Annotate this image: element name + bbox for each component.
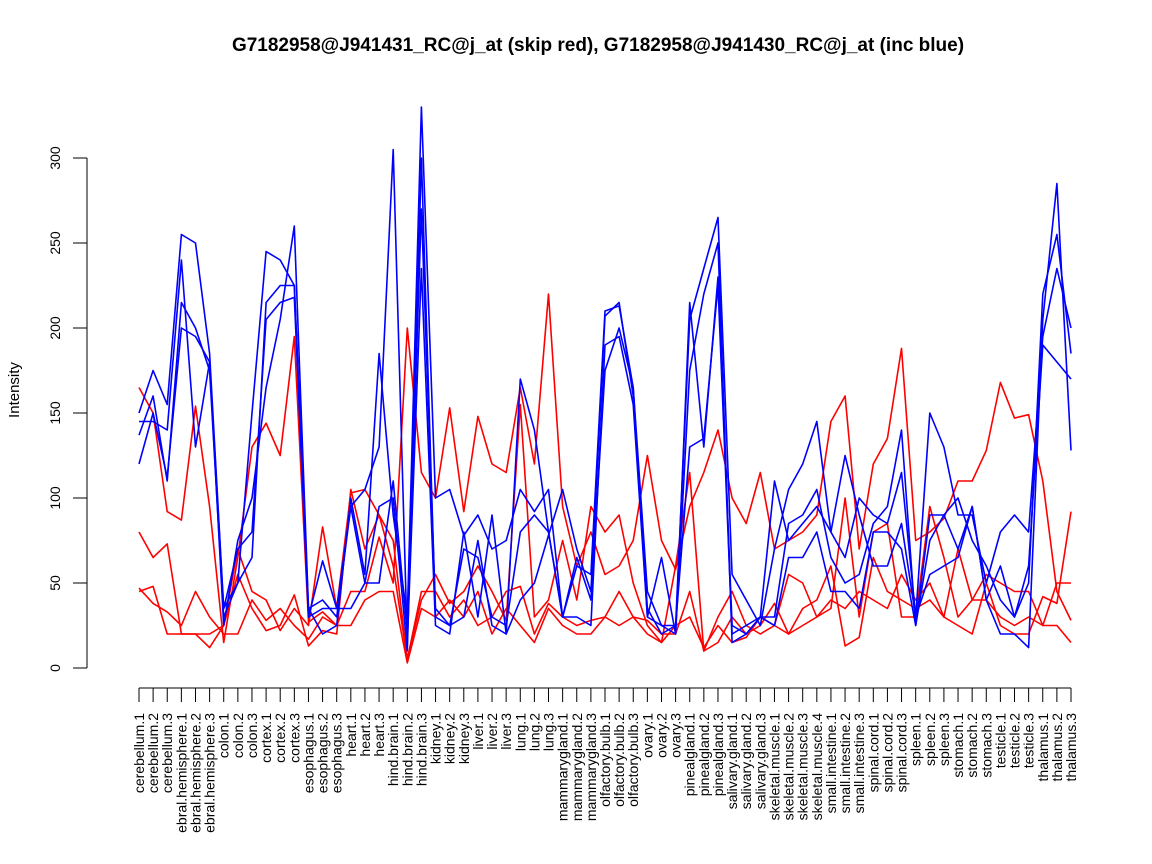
- x-tick-label: spleen.1: [908, 713, 924, 766]
- x-tick-label: thalamus.3: [1063, 713, 1079, 782]
- x-tick-label: hind.brain.3: [413, 713, 429, 786]
- x-tick-label: lung.3: [541, 713, 557, 751]
- x-tick-label: spinal.cord.2: [879, 713, 895, 793]
- y-tick-label: 0: [47, 664, 63, 672]
- x-tick-label: ebral.hemisphere.1: [173, 713, 189, 833]
- x-tick-label: small.intestine.3: [851, 713, 867, 814]
- x-tick-label: cerebellum.1: [131, 713, 147, 793]
- x-tick-label: skeletal.muscle.3: [795, 713, 811, 821]
- x-tick-label: testicle.1: [992, 713, 1008, 768]
- x-tick-label: ebral.hemisphere.3: [202, 713, 218, 833]
- x-tick-label: skeletal.muscle.2: [781, 713, 797, 821]
- x-tick-label: skeletal.muscle.1: [766, 713, 782, 821]
- x-tick-label: pinealgland.3: [710, 713, 726, 797]
- x-tick-label: colon.3: [244, 713, 260, 758]
- x-tick-label: heart.2: [357, 713, 373, 757]
- x-tick-label: colon.2: [230, 713, 246, 758]
- x-tick-label: small.intestine.1: [823, 713, 839, 814]
- x-tick-label: testicle.2: [1007, 713, 1023, 768]
- x-tick-label: heart.1: [343, 713, 359, 757]
- y-tick-label: 200: [47, 316, 63, 340]
- y-tick-label: 100: [47, 486, 63, 510]
- x-tick-label: cortex.1: [258, 713, 274, 763]
- x-tick-label: heart.3: [371, 713, 387, 757]
- x-tick-label: stomach.3: [978, 713, 994, 778]
- x-tick-label: testicle.3: [1021, 713, 1037, 768]
- x-tick-label: skeletal.muscle.4: [809, 713, 825, 821]
- x-tick-label: olfactory.bulb.3: [625, 713, 641, 807]
- y-tick-label: 150: [47, 401, 63, 425]
- x-tick-label: cerebellum.2: [145, 713, 161, 793]
- skip-series-line-1: [138, 293, 1072, 644]
- inc-series-line-8: [139, 106, 1072, 649]
- x-tick-label: liver.2: [484, 713, 500, 750]
- inc-series-line-6: [138, 157, 1072, 652]
- x-tick-label: liver.3: [498, 713, 514, 750]
- x-tick-label: ovary.1: [639, 713, 655, 758]
- x-tick-label: cortex.3: [286, 713, 302, 763]
- x-tick-label: esophagus.3: [329, 713, 345, 793]
- x-tick-label: spinal.cord.3: [894, 713, 910, 793]
- x-tick-label: kidney.1: [428, 713, 444, 764]
- x-tick-label: small.intestine.2: [837, 713, 853, 814]
- x-tick-label: liver.1: [470, 713, 486, 750]
- x-tick-label: kidney.3: [456, 713, 472, 764]
- skip-series-line-4: [138, 511, 1072, 664]
- y-axis-label: Intensity: [6, 362, 23, 418]
- x-tick-label: kidney.2: [442, 713, 458, 764]
- x-tick-label: esophagus.2: [315, 713, 331, 793]
- x-tick-label: salivary.gland.2: [738, 713, 754, 809]
- x-tick-label: salivary.gland.1: [724, 713, 740, 809]
- x-tick-label: thalamus.1: [1035, 713, 1051, 782]
- x-tick-label: pinealgland.1: [682, 713, 698, 797]
- y-tick-label: 50: [47, 575, 63, 591]
- x-tick-label: lung.1: [512, 713, 528, 751]
- series-layer: [138, 106, 1072, 664]
- x-tick-label: mammarygland.2: [569, 713, 585, 821]
- x-tick-label: hind.brain.1: [385, 713, 401, 786]
- x-tick-label: olfactory.bulb.2: [611, 713, 627, 807]
- x-tick-label: spleen.2: [922, 713, 938, 766]
- y-axis: 0 50 100 150 200 250 300: [47, 146, 88, 672]
- x-tick-label: stomach.2: [964, 713, 980, 778]
- x-tick-label: lung.2: [526, 713, 542, 751]
- x-tick-label: mammarygland.3: [583, 713, 599, 821]
- x-tick-label: colon.1: [216, 713, 232, 758]
- x-tick-label: olfactory.bulb.1: [597, 713, 613, 807]
- x-tick-label: spinal.cord.1: [865, 713, 881, 793]
- x-tick-label: thalamus.2: [1049, 713, 1065, 782]
- inc-series-line-5: [138, 208, 1072, 635]
- chart-title: G7182958@J941431_RC@j_at (skip red), G71…: [232, 35, 964, 56]
- skip-series-line-2: [138, 403, 1072, 661]
- x-tick-label: cortex.2: [272, 713, 288, 763]
- x-tick-label: mammarygland.1: [555, 713, 571, 821]
- x-tick-label: salivary.gland.3: [752, 713, 768, 809]
- inc-series-line-7: [138, 148, 1072, 644]
- x-tick-label: cerebellum.3: [159, 713, 175, 793]
- x-tick-label: ovary.2: [653, 713, 669, 758]
- x-tick-label: spleen.3: [936, 713, 952, 766]
- x-tick-label: ovary.3: [668, 713, 684, 758]
- x-tick-label: stomach.1: [950, 713, 966, 778]
- y-tick-label: 300: [47, 146, 63, 170]
- x-tick-label: esophagus.1: [300, 713, 316, 793]
- x-tick-label: pinealgland.2: [696, 713, 712, 797]
- x-axis: cerebellum.1cerebellum.2cerebellum.3ebra…: [131, 687, 1079, 833]
- x-tick-label: hind.brain.2: [399, 713, 415, 786]
- x-tick-label: ebral.hemisphere.2: [187, 713, 203, 833]
- y-tick-label: 250: [47, 231, 63, 255]
